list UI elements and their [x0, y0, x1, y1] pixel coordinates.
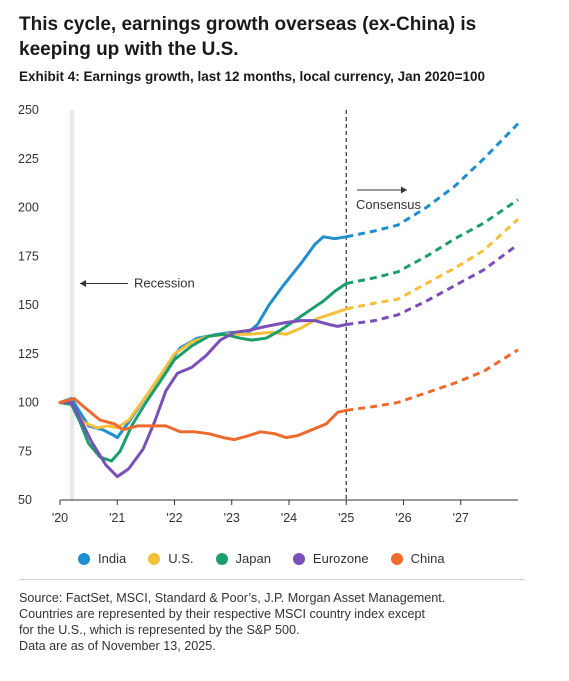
y-tick-label: 125: [18, 347, 39, 361]
y-tick-label: 150: [18, 298, 39, 312]
series-line-eurozone: [58, 319, 348, 479]
recession-band: [69, 110, 75, 500]
legend-item: China: [390, 551, 445, 566]
series-forecast-line-us: [346, 218, 520, 311]
x-tick-label: '21: [109, 511, 125, 525]
x-tick-label: '23: [224, 511, 240, 525]
x-tick-label: '26: [395, 511, 411, 525]
chart-subtitle: Exhibit 4: Earnings growth, last 12 mont…: [19, 69, 486, 84]
recession-label: Recession: [134, 276, 195, 291]
legend-item: Eurozone: [292, 551, 369, 566]
legend-item: U.S.: [148, 551, 194, 566]
x-tick-label: '25: [338, 511, 354, 525]
y-tick-label: 75: [18, 444, 32, 458]
source-line: Countries are represented by their respe…: [19, 607, 425, 621]
y-tick-label: 200: [18, 201, 39, 215]
y-tick-label: 225: [18, 152, 39, 166]
legend-swatch: [148, 552, 161, 565]
series-line-us: [58, 307, 348, 430]
legend-label: U.S.: [168, 551, 194, 566]
source-line: Data are as of November 13, 2025.: [19, 639, 216, 653]
divider: [19, 579, 525, 580]
x-tick-label: '27: [453, 511, 469, 525]
legend-swatch: [390, 552, 403, 565]
legend-swatch: [78, 552, 90, 565]
series-forecast-line-japan: [346, 198, 519, 285]
legend: India U.S. Japan Eurozone China: [78, 551, 445, 566]
series-forecast-line-china: [346, 348, 519, 412]
legend-item: Japan: [215, 551, 271, 566]
y-tick-label: 50: [18, 493, 32, 507]
series-line-china: [58, 397, 348, 442]
source-note: Source: FactSet, MSCI, Standard & Poor’s…: [19, 590, 549, 654]
series-forecast-line-eurozone: [346, 243, 519, 326]
x-tick-label: '24: [281, 511, 297, 525]
legend-label: China: [410, 551, 445, 566]
x-tick-label: '20: [52, 511, 68, 525]
legend-label: Eurozone: [312, 551, 369, 566]
legend-label: India: [98, 551, 127, 566]
series-forecast-line-india: [345, 122, 520, 239]
earnings-line-chart: 50 75 100 125 150 175 200 225 250 '20 '21 '22 '23 '24…: [18, 103, 520, 525]
chart-title: This cycle, earnings growth overseas (ex…: [19, 14, 477, 60]
source-line: Source: FactSet, MSCI, Standard & Poor’s…: [19, 591, 446, 605]
legend-swatch: [292, 552, 305, 565]
source-line: for the U.S., which is represented by th…: [19, 623, 300, 637]
recession-arrowhead: [80, 280, 86, 288]
x-tick-label: '22: [166, 511, 182, 525]
consensus-label: Consensus: [356, 197, 422, 212]
y-tick-label: 250: [18, 103, 39, 117]
y-tick-label: 100: [18, 396, 39, 410]
legend-swatch: [215, 552, 228, 565]
legend-item: India: [78, 551, 126, 566]
y-tick-label: 175: [18, 249, 39, 263]
consensus-arrowhead: [401, 186, 407, 194]
legend-label: Japan: [235, 551, 271, 566]
